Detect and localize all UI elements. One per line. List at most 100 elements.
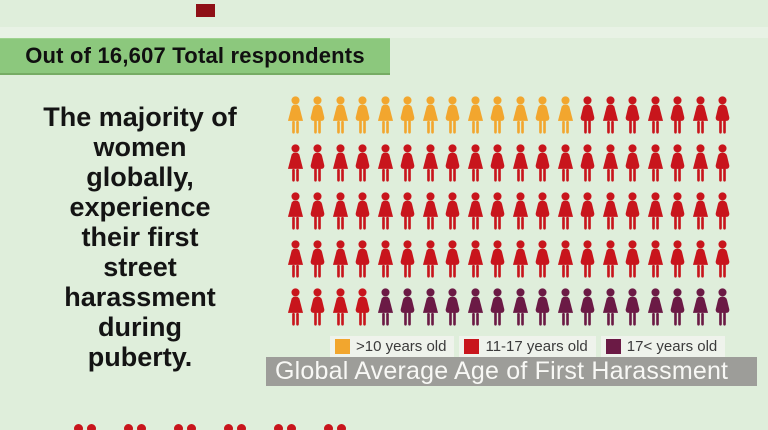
partial-head-dot bbox=[324, 424, 333, 430]
woman-icon bbox=[487, 94, 508, 140]
legend-label: 17< years old bbox=[626, 338, 718, 355]
woman-icon bbox=[352, 286, 373, 332]
woman-icon bbox=[397, 142, 418, 188]
woman-icon bbox=[442, 238, 463, 284]
woman-icon bbox=[375, 238, 396, 284]
woman-icon bbox=[645, 94, 666, 140]
woman-icon bbox=[465, 286, 486, 332]
woman-icon bbox=[285, 190, 306, 236]
woman-icon bbox=[285, 238, 306, 284]
woman-icon bbox=[712, 94, 733, 140]
chart-legend: >10 years old 11-17 years old 17< years … bbox=[330, 336, 726, 357]
partial-head-dot bbox=[174, 424, 183, 430]
woman-icon bbox=[577, 190, 598, 236]
woman-icon bbox=[667, 190, 688, 236]
partial-head-dot bbox=[274, 424, 283, 430]
woman-icon bbox=[577, 286, 598, 332]
woman-icon bbox=[577, 238, 598, 284]
woman-icon bbox=[510, 238, 531, 284]
woman-icon bbox=[442, 94, 463, 140]
woman-icon bbox=[487, 286, 508, 332]
partial-head-dot bbox=[287, 424, 296, 430]
headline-text: The majority of women globally, experien… bbox=[43, 102, 237, 372]
woman-icon bbox=[532, 94, 553, 140]
woman-icon bbox=[285, 142, 306, 188]
woman-icon bbox=[465, 190, 486, 236]
woman-icon bbox=[465, 238, 486, 284]
legend-swatch bbox=[464, 339, 480, 354]
woman-icon bbox=[622, 286, 643, 332]
woman-icon bbox=[555, 142, 576, 188]
chart-title-banner: Global Average Age of First Harassment bbox=[266, 357, 757, 386]
woman-icon bbox=[577, 94, 598, 140]
woman-icon bbox=[690, 94, 711, 140]
woman-icon bbox=[487, 142, 508, 188]
woman-icon bbox=[510, 286, 531, 332]
woman-icon bbox=[442, 286, 463, 332]
woman-icon bbox=[397, 238, 418, 284]
woman-icon bbox=[555, 286, 576, 332]
woman-icon bbox=[667, 286, 688, 332]
woman-icon bbox=[307, 238, 328, 284]
woman-icon bbox=[622, 190, 643, 236]
woman-icon bbox=[712, 238, 733, 284]
total-respondents-label: Out of 16,607 Total respondents bbox=[25, 43, 365, 68]
woman-icon bbox=[285, 94, 306, 140]
woman-icon bbox=[690, 190, 711, 236]
woman-icon bbox=[330, 190, 351, 236]
woman-icon bbox=[375, 190, 396, 236]
partial-head-dot bbox=[187, 424, 196, 430]
woman-icon bbox=[352, 142, 373, 188]
woman-icon bbox=[307, 286, 328, 332]
woman-icon bbox=[577, 142, 598, 188]
woman-icon bbox=[442, 190, 463, 236]
partial-head-dot bbox=[87, 424, 96, 430]
woman-icon bbox=[510, 142, 531, 188]
woman-icon bbox=[532, 190, 553, 236]
woman-icon bbox=[420, 190, 441, 236]
background-band bbox=[0, 27, 768, 38]
woman-icon bbox=[600, 286, 621, 332]
woman-icon bbox=[600, 190, 621, 236]
woman-icon bbox=[397, 94, 418, 140]
woman-icon bbox=[465, 94, 486, 140]
woman-icon bbox=[690, 238, 711, 284]
legend-swatch bbox=[605, 339, 621, 354]
woman-icon bbox=[330, 238, 351, 284]
woman-icon bbox=[330, 94, 351, 140]
partial-next-row-icons bbox=[74, 424, 364, 430]
woman-icon bbox=[330, 142, 351, 188]
woman-icon bbox=[667, 94, 688, 140]
woman-icon bbox=[690, 286, 711, 332]
woman-icon bbox=[690, 142, 711, 188]
woman-icon bbox=[420, 142, 441, 188]
woman-icon bbox=[375, 94, 396, 140]
woman-icon bbox=[645, 190, 666, 236]
woman-icon bbox=[645, 238, 666, 284]
woman-icon bbox=[555, 190, 576, 236]
woman-icon bbox=[510, 190, 531, 236]
woman-icon bbox=[510, 94, 531, 140]
woman-icon bbox=[622, 94, 643, 140]
woman-icon bbox=[307, 142, 328, 188]
woman-icon bbox=[420, 286, 441, 332]
woman-icon bbox=[307, 94, 328, 140]
woman-icon bbox=[667, 238, 688, 284]
woman-icon bbox=[352, 94, 373, 140]
woman-icon bbox=[532, 286, 553, 332]
woman-icon bbox=[555, 238, 576, 284]
woman-icon bbox=[420, 94, 441, 140]
chart-title: Global Average Age of First Harassment bbox=[275, 357, 729, 385]
woman-icon bbox=[622, 142, 643, 188]
woman-icon bbox=[375, 142, 396, 188]
legend-label: 11-17 years old bbox=[485, 338, 588, 355]
woman-icon bbox=[622, 238, 643, 284]
woman-icon bbox=[285, 286, 306, 332]
woman-icon bbox=[532, 142, 553, 188]
woman-icon bbox=[600, 142, 621, 188]
woman-icon bbox=[712, 190, 733, 236]
partial-head-dot bbox=[124, 424, 133, 430]
woman-icon bbox=[555, 94, 576, 140]
woman-icon bbox=[487, 190, 508, 236]
woman-icon bbox=[397, 190, 418, 236]
